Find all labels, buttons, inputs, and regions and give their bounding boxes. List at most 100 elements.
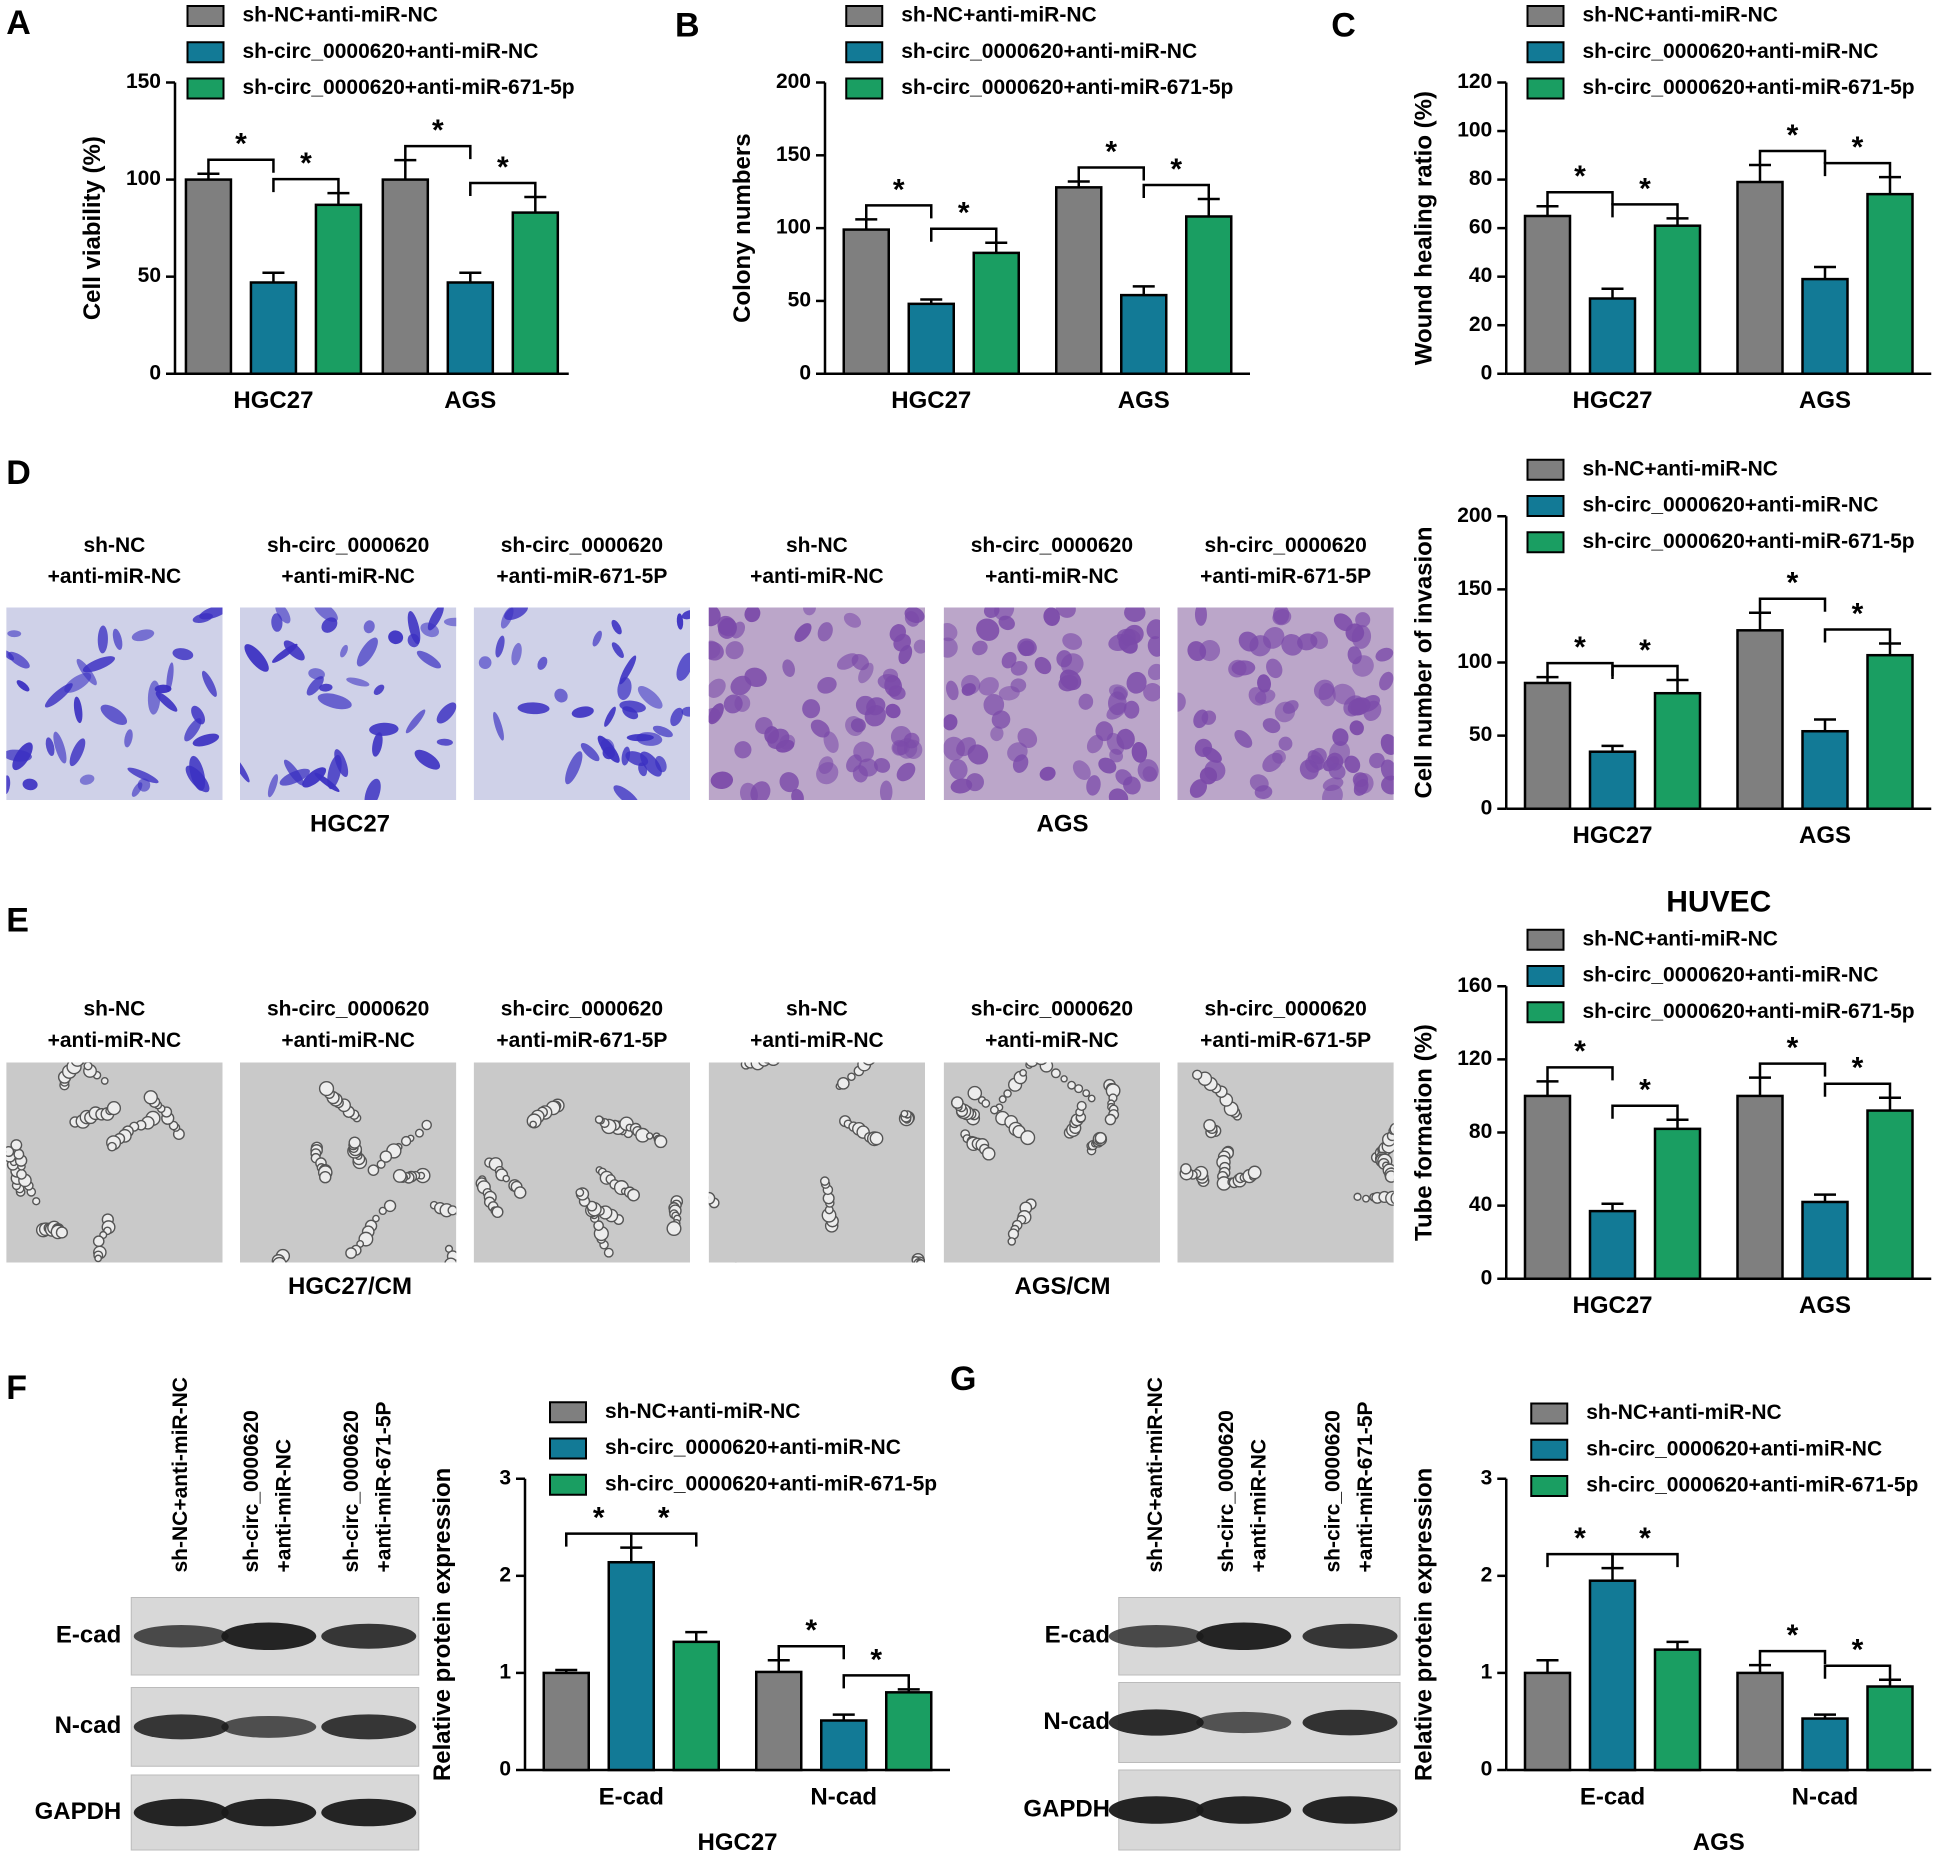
cell <box>976 618 1000 641</box>
y-tick-label: 2 <box>499 1563 511 1586</box>
cell <box>314 772 340 792</box>
cell <box>283 640 305 661</box>
image-label: +anti-miR-671-5P <box>1200 1029 1371 1052</box>
cell <box>1272 749 1286 764</box>
significance-bracket <box>1611 203 1679 218</box>
significance-star: * <box>1574 631 1586 664</box>
group-label: HGC27/CM <box>288 1273 412 1300</box>
cell <box>816 762 839 785</box>
cell <box>106 1101 122 1116</box>
cell <box>13 1148 25 1160</box>
legend-swatch <box>1526 5 1565 27</box>
cell <box>1034 656 1052 675</box>
legend-swatch <box>1530 1475 1569 1497</box>
lane-label: sh-NC+anti-miR-NC <box>169 1377 192 1572</box>
cell <box>681 706 690 717</box>
cell <box>810 719 830 738</box>
cell <box>983 694 1005 716</box>
cell <box>930 1293 943 1306</box>
cell <box>537 656 548 670</box>
cell <box>918 1262 922 1263</box>
cell <box>873 758 891 773</box>
significance-bracket <box>272 177 340 193</box>
y-tick-label: 80 <box>1469 1120 1492 1143</box>
significance-star: * <box>1639 1522 1651 1555</box>
cell <box>1001 651 1017 669</box>
cell <box>511 642 522 666</box>
cell <box>388 630 404 645</box>
legend-label: sh-circ_0000620+anti-miR-NC <box>901 40 1197 63</box>
legend-swatch <box>1526 41 1565 64</box>
cell <box>367 1164 380 1176</box>
significance-bracket <box>1823 628 1892 643</box>
cell <box>694 1191 708 1205</box>
cell <box>990 726 1004 742</box>
significance-bracket <box>207 158 275 173</box>
cell <box>782 659 795 677</box>
cell <box>364 778 381 800</box>
significance-star: * <box>805 1614 817 1647</box>
cell <box>345 1247 357 1259</box>
cell <box>302 767 327 788</box>
cell <box>869 1131 884 1146</box>
y-tick-label: 100 <box>126 167 161 190</box>
cell <box>529 1120 537 1129</box>
bar <box>1866 1685 1914 1772</box>
legend-swatch <box>549 1473 587 1496</box>
y-tick-label: 120 <box>1457 1047 1492 1070</box>
cell <box>372 732 383 757</box>
bar <box>885 1691 933 1772</box>
cell <box>708 678 726 698</box>
y-tick-label: 0 <box>1481 361 1493 384</box>
cell <box>1305 755 1323 773</box>
cell <box>1143 683 1160 702</box>
significance-bracket <box>930 227 998 242</box>
cell <box>1352 772 1369 788</box>
cell <box>1010 678 1027 693</box>
cell <box>1390 1192 1394 1205</box>
blot-band <box>1108 1625 1204 1648</box>
cell <box>554 688 568 703</box>
cell <box>705 1282 719 1296</box>
legend-label: sh-circ_0000620+anti-miR-671-5p <box>1583 1000 1915 1023</box>
cell <box>112 628 123 650</box>
bar <box>672 1640 720 1772</box>
y-axis-label: Relative protein expression <box>1410 1468 1437 1781</box>
bar <box>1866 192 1914 375</box>
legend-label: sh-circ_0000620+anti-miR-671-5p <box>243 76 575 99</box>
cell <box>279 768 310 786</box>
cell <box>837 1077 850 1090</box>
blot-band <box>221 1798 317 1827</box>
cell <box>707 1288 713 1294</box>
cell <box>600 738 615 755</box>
image-label: +anti-miR-NC <box>281 565 415 588</box>
y-tick-label: 80 <box>1469 167 1492 190</box>
cells <box>6 1062 223 1263</box>
cell <box>817 676 837 694</box>
bar <box>972 251 1020 376</box>
cell <box>275 1265 284 1274</box>
cell <box>915 1259 925 1263</box>
legend-label: sh-circ_0000620+anti-miR-NC <box>243 40 539 63</box>
y-tick-label: 40 <box>1469 264 1492 287</box>
cell <box>1116 728 1135 750</box>
legend-swatch <box>1526 928 1565 951</box>
x-tick-label: HGC27 <box>1572 387 1652 414</box>
cell <box>1351 624 1372 649</box>
cell <box>372 1214 380 1223</box>
cell <box>670 707 684 727</box>
cell <box>1202 746 1222 763</box>
cell <box>414 1128 424 1138</box>
cell <box>502 1174 511 1183</box>
bar <box>607 1560 655 1772</box>
micrograph <box>1177 607 1394 800</box>
blot-band <box>1302 1796 1398 1824</box>
cell <box>1379 671 1394 691</box>
image-label: +anti-miR-NC <box>985 1029 1119 1052</box>
cell <box>1272 609 1292 626</box>
cells <box>6 607 223 800</box>
cell <box>189 755 206 791</box>
micrograph <box>473 1062 690 1263</box>
legend-label: sh-circ_0000620+anti-miR-NC <box>1586 1437 1882 1460</box>
cell <box>725 641 744 660</box>
